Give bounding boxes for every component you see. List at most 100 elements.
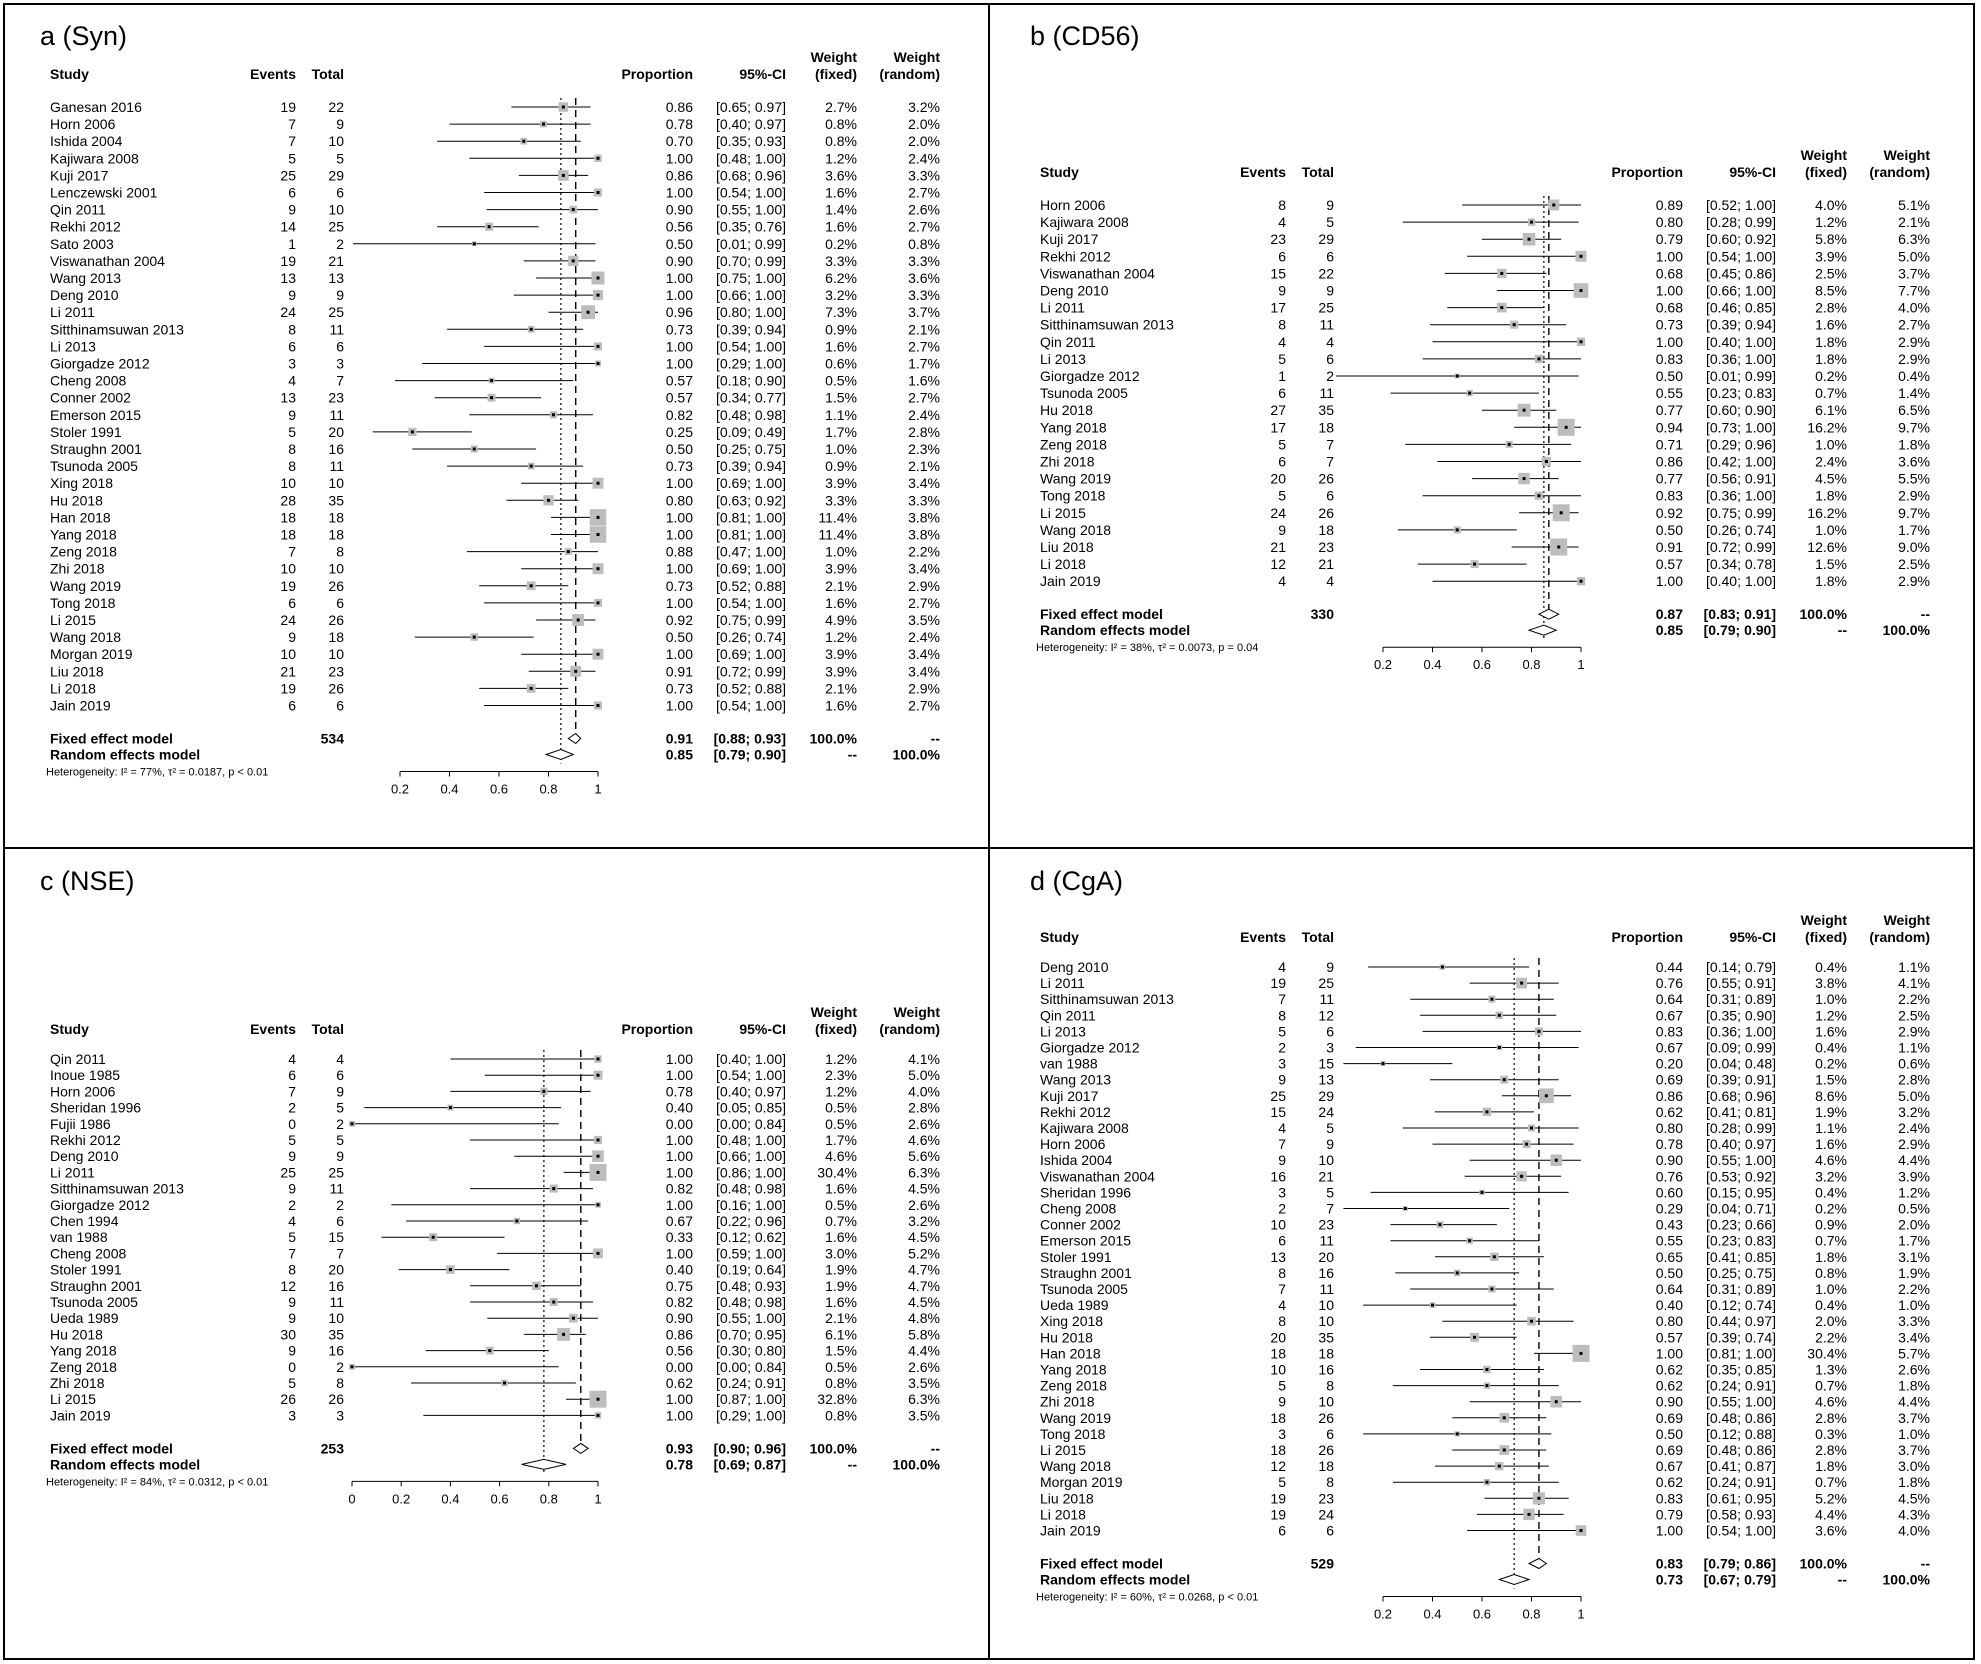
study-ci: [0.54; 1.00] [716,595,786,611]
study-weight-fixed: 3.6% [825,167,857,183]
study-name: Chen 1994 [50,1213,119,1229]
study-name: Rekhi 2012 [50,219,121,235]
random-effect-diamond [544,748,575,761]
study-point-estimate [529,464,533,468]
study-total: 5 [1326,1184,1334,1200]
study-proportion: 0.70 [666,133,693,149]
study-events: 27 [1270,402,1286,418]
x-axis-tick-label: 0.4 [1423,657,1441,672]
study-point-estimate [1552,203,1556,207]
study-weight-fixed: 1.2% [825,1083,857,1099]
col-header-ci: 95%-CI [1729,929,1776,945]
study-total: 21 [328,253,344,269]
study-ci: [0.55; 0.91] [1706,975,1776,991]
study-events: 7 [1278,1136,1286,1152]
study-weight-random: 2.1% [908,321,940,337]
study-ci: [0.14; 0.79] [1706,959,1776,975]
study-events: 7 [288,1245,296,1261]
study-events: 5 [1278,1378,1286,1394]
study-proportion: 0.67 [1656,1040,1683,1056]
heterogeneity-text: Heterogeneity: I² = 60%, τ² = 0.0268, p … [1036,1592,1258,1604]
study-name: Yang 2018 [1040,419,1107,435]
study-total: 6 [1326,248,1334,264]
study-proportion: 0.50 [666,629,693,645]
study-name: Li 2018 [50,680,96,696]
study-point-estimate [1468,391,1472,395]
col-header-ci: 95%-CI [1729,164,1776,180]
study-ci: [0.15; 0.95] [1706,1184,1776,1200]
study-point-estimate [596,652,600,656]
study-proportion: 0.76 [1656,1168,1683,1184]
study-proportion: 0.94 [1656,419,1683,435]
study-weight-fixed: 4.9% [825,612,857,628]
study-weight-random: 2.6% [1898,1362,1930,1378]
study-total: 11 [1319,317,1334,333]
study-proportion: 0.62 [1656,1104,1683,1120]
study-point-estimate [596,704,600,707]
study-name: Zhi 2018 [50,1375,105,1391]
study-weight-fixed: 2.1% [825,680,857,696]
study-point-estimate [1507,442,1511,446]
study-name: Han 2018 [50,509,111,525]
study-events: 5 [1278,436,1286,452]
study-point-estimate [535,1284,538,1288]
study-events: 18 [280,527,296,543]
study-total: 9 [1326,283,1334,299]
study-events: 6 [288,595,296,611]
study-name: Deng 2010 [1040,283,1109,299]
study-total: 35 [328,492,344,508]
study-weight-fixed: 1.7% [825,424,857,440]
study-events: 13 [280,390,296,406]
study-point-estimate [596,481,600,485]
study-proportion: 0.73 [666,578,693,594]
study-weight-random: 2.2% [1898,1281,1930,1297]
study-weight-random: 1.0% [1898,1426,1930,1442]
study-events: 15 [1270,1104,1286,1120]
study-weight-fixed: 1.0% [1815,1281,1847,1297]
study-weight-fixed: 0.5% [825,1359,857,1375]
study-ci: [0.36; 1.00] [1706,1023,1776,1039]
study-point-estimate [1544,1094,1548,1098]
study-point-estimate [1527,237,1531,241]
study-weight-random: 3.7% [1898,265,1930,281]
random-effect-label: Random effects model [50,1456,200,1472]
fixed-effect-weight-fixed: 100.0% [810,1440,858,1456]
study-events: 13 [280,270,296,286]
study-weight-fixed: 16.2% [1807,419,1847,435]
fixed-effect-weight-fixed: 100.0% [1800,1556,1848,1572]
study-point-estimate [1579,340,1583,344]
study-events: 5 [1278,1023,1286,1039]
study-proportion: 0.62 [1656,1474,1683,1490]
study-weight-random: 2.6% [908,202,940,218]
study-events: 5 [1278,351,1286,367]
study-events: 3 [288,356,296,372]
study-weight-fixed: 3.2% [1815,1168,1847,1184]
study-total: 23 [1318,539,1334,555]
study-point-estimate [576,618,580,622]
study-events: 9 [1278,522,1286,538]
study-total: 20 [1318,1249,1334,1265]
study-total: 23 [328,390,344,406]
study-name: Giorgadze 2012 [50,1197,150,1213]
study-events: 7 [288,116,296,132]
study-total: 6 [336,185,344,201]
study-ci: [0.18; 0.90] [716,373,786,389]
study-point-estimate [596,293,600,297]
study-weight-fixed: 30.4% [1807,1345,1847,1361]
study-name: Ishida 2004 [50,133,123,149]
study-weight-fixed: 3.3% [825,253,857,269]
study-point-estimate [596,1057,600,1061]
panel-label: b (CD56) [1030,21,1140,51]
study-events: 7 [288,1083,296,1099]
study-proportion: 0.62 [1656,1362,1683,1378]
study-events: 0 [288,1359,296,1375]
study-name: Zhi 2018 [50,561,105,577]
study-ci: [0.56; 0.91] [1706,471,1776,487]
x-axis-tick-label: 0.8 [539,782,557,797]
study-ci: [0.31; 0.89] [1706,1281,1776,1297]
study-name: Wang 2019 [50,578,121,594]
study-weight-random: 4.5% [908,1229,940,1245]
study-name: Rekhi 2012 [50,1132,121,1148]
study-point-estimate [487,225,491,229]
